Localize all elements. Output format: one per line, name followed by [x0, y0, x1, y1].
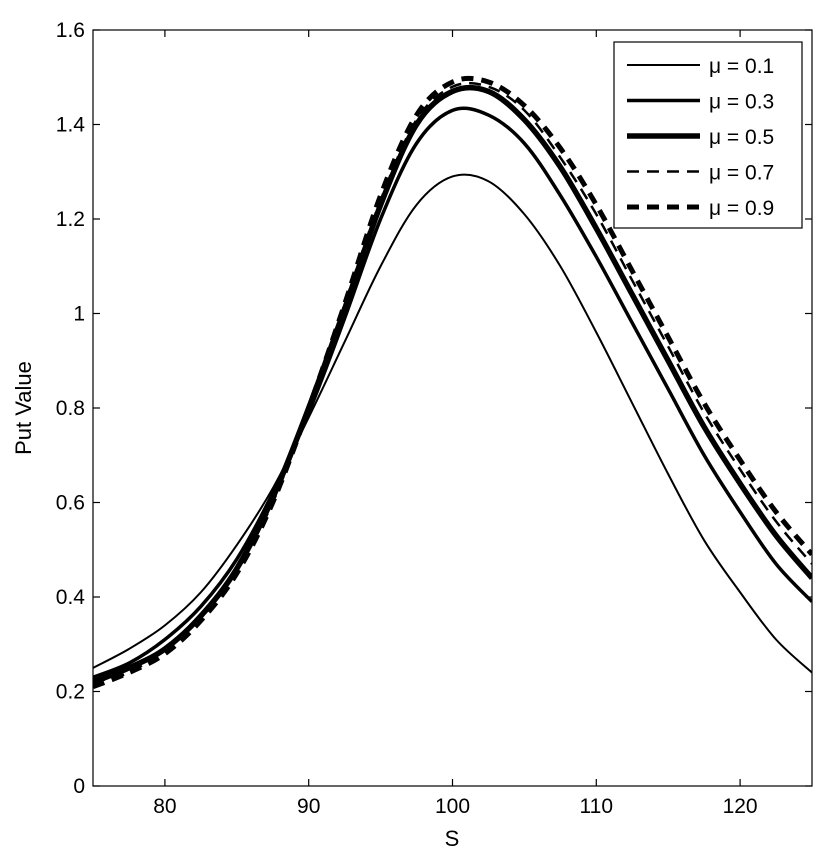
y-tick-label: 0.4	[56, 586, 86, 609]
series-layer	[93, 75, 812, 690]
legend-label-4: μ = 0.7	[709, 162, 774, 185]
y-tick-label: 1.6	[56, 19, 85, 42]
series-line-1	[93, 173, 812, 674]
y-tick-label: 0.6	[56, 492, 85, 515]
y-tick-label: 1.4	[56, 114, 86, 137]
x-tick-label: 80	[153, 795, 176, 818]
series-line-4	[93, 81, 812, 684]
legend: μ = 0.1 μ = 0.3 μ = 0.5 μ = 0.7 μ = 0.9	[613, 41, 803, 229]
legend-label-1: μ = 0.1	[709, 55, 774, 78]
ticks-layer: 80 90 100 110 120 0 0.2 0.4 0.6 0.8 1 1.2 1.4 1.6	[56, 19, 812, 818]
y-tick-label: 1	[73, 303, 85, 326]
y-tick-label: 0	[73, 775, 85, 798]
y-tick-label: 0.8	[56, 397, 85, 420]
series-line-5	[93, 75, 812, 690]
x-tick-label: 110	[580, 795, 613, 818]
y-tick-label: 0.2	[56, 681, 85, 704]
legend-label-2: μ = 0.3	[709, 91, 774, 114]
y-tick-label: 1.2	[56, 208, 85, 231]
legend-label-5: μ = 0.9	[709, 197, 774, 220]
series-line-2	[93, 106, 812, 679]
x-tick-label: 120	[723, 795, 758, 818]
legend-label-3: μ = 0.5	[709, 126, 774, 149]
x-tick-label: 90	[297, 795, 320, 818]
x-tick-label: 100	[435, 795, 470, 818]
x-axis-label: S	[445, 826, 460, 851]
y-axis-label: Put Value	[11, 361, 36, 455]
